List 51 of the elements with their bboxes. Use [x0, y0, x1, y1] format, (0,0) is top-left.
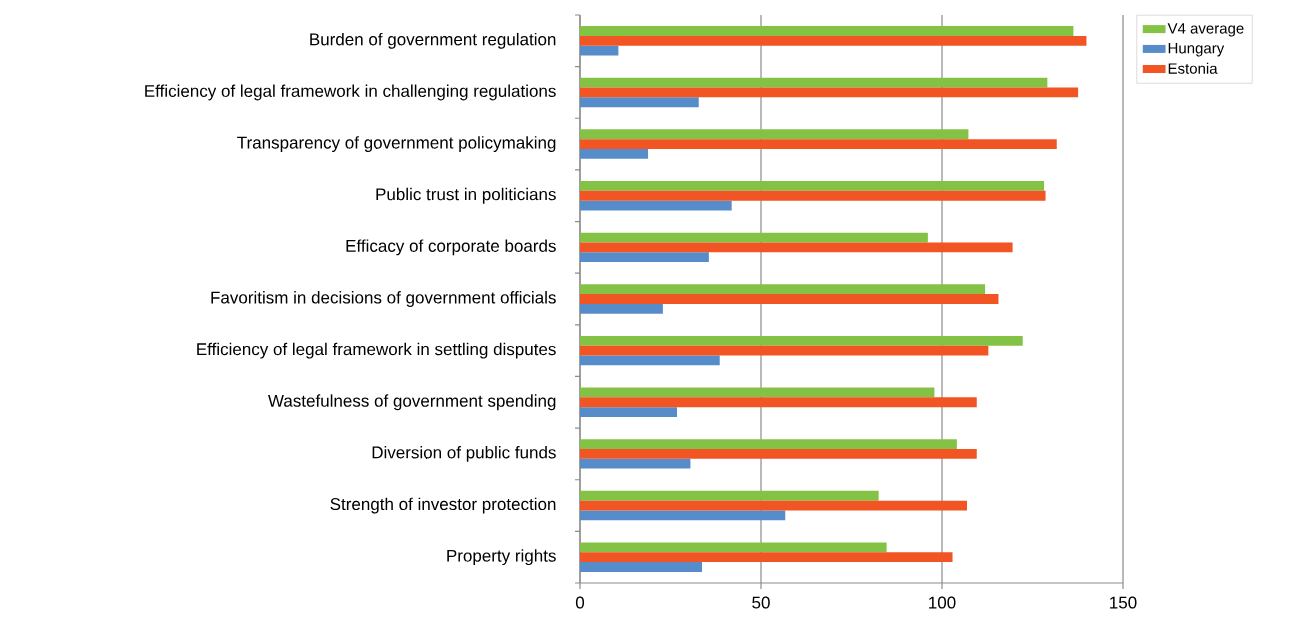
- bar: [580, 97, 699, 108]
- bar: [580, 439, 957, 449]
- bar: [580, 26, 1074, 36]
- bar: [580, 77, 1048, 88]
- legend-label: Hungary: [1168, 43, 1225, 57]
- x-tick-label: 0: [575, 596, 585, 609]
- bar: [580, 139, 1057, 149]
- bar: [580, 242, 1013, 253]
- y-tick-label: Diversion of public funds: [372, 445, 556, 462]
- bar: [580, 500, 967, 511]
- bar: [580, 407, 678, 417]
- bar: [580, 181, 1045, 191]
- legend-label: Estonia: [1168, 62, 1218, 74]
- y-tick-label: Efficiency of legal framework in settling disputes: [197, 342, 556, 359]
- bar: [580, 232, 928, 243]
- x-tick-label: 100: [929, 596, 956, 609]
- bar: [580, 45, 619, 56]
- y-tick-label: Wastefulness of government spending: [268, 394, 556, 411]
- bar: [580, 200, 732, 211]
- bar: [580, 458, 691, 469]
- bar: [580, 449, 977, 459]
- y-tick-label: Efficacy of corporate boards: [346, 239, 556, 256]
- bar: [580, 303, 663, 314]
- bar: [580, 510, 786, 521]
- y-tick-label: Favoritism in decisions of government officials: [211, 291, 556, 307]
- bar: [580, 542, 887, 553]
- bar: [580, 294, 999, 304]
- bar: [580, 190, 1046, 201]
- bar: [580, 552, 953, 563]
- x-tick-label: 50: [752, 596, 770, 609]
- bar: [580, 355, 720, 366]
- bar: [580, 35, 1087, 46]
- bar: [580, 252, 709, 263]
- y-tick-label: Strength of investor protection: [330, 497, 556, 514]
- bar: [580, 397, 977, 408]
- y-tick-label: Property rights: [447, 549, 556, 566]
- y-tick-label: Transparency of government policymaking: [237, 136, 556, 153]
- bar: [580, 87, 1079, 98]
- legend-label: V4 average: [1167, 23, 1244, 37]
- bar: [580, 490, 879, 501]
- bar: [580, 387, 935, 398]
- bar: [580, 284, 986, 295]
- bar: [580, 345, 989, 356]
- y-tick-label: Public trust in politicians: [376, 187, 556, 204]
- bar: [580, 335, 1023, 346]
- bar: [580, 562, 702, 572]
- bar: [580, 129, 969, 140]
- y-tick-label: Burden of government regulation: [310, 32, 556, 49]
- bar: [580, 148, 649, 159]
- y-tick-label: Efficiency of legal framework in challenging regulations: [145, 84, 556, 101]
- x-tick-label: 150: [1110, 596, 1137, 609]
